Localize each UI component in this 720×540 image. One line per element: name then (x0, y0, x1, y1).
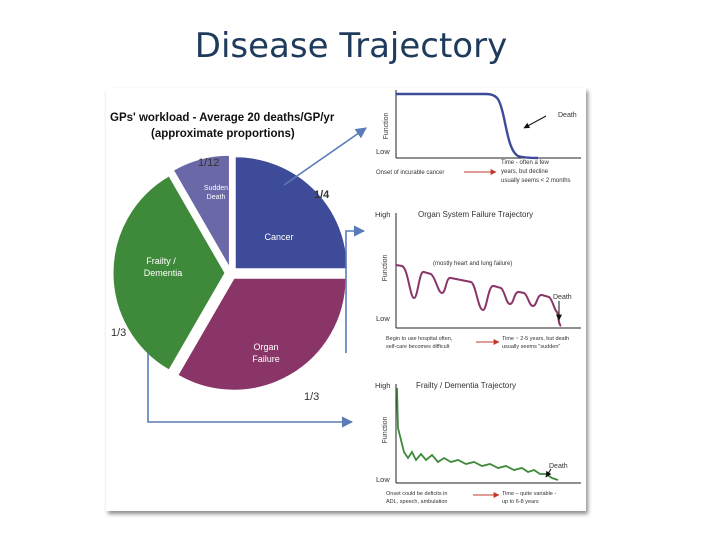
arrow-to-cancer-graph (283, 127, 367, 186)
disease-trajectory-figure: GPs' workload - Average 20 deaths/GP/yr … (110, 90, 581, 505)
organ-note: (mostly heart and lung failure) (433, 261, 512, 267)
organ-onset-line2: self-care becomes difficult (386, 344, 450, 350)
pie-slice-cancer (234, 156, 348, 270)
slice-label-frailty-1: Frailty / (146, 256, 176, 266)
slice-label-sudden-death-1: Sudden (204, 185, 228, 192)
frailty-death-arrow (545, 468, 552, 478)
cancer-low-label: Low (376, 147, 390, 156)
pie-slice-frailty-dementia (112, 175, 226, 371)
organ-time-line1: Time ~ 2-5 years, but death (502, 336, 569, 342)
cancer-time-line1: Time - often a few (501, 160, 549, 166)
slice-label-frailty-2: Dementia (144, 268, 183, 278)
frailty-trajectory-line (396, 387, 559, 481)
cancer-time-line3: usually seems < 2 months (501, 178, 571, 184)
cancer-death-arrow (523, 115, 547, 129)
cancer-y-axis-label: Function (383, 112, 390, 139)
pie-heading-line1: GPs' workload - Average 20 deaths/GP/yr (110, 112, 335, 124)
organ-high-label: High (375, 210, 390, 219)
cancer-time-line2: years, but decline (501, 169, 549, 175)
fraction-sudden-death: 1/12 (198, 157, 219, 169)
frailty-graph-title: Frailty / Dementia Trajectory (416, 381, 516, 390)
frailty-death-label: Death (549, 463, 568, 470)
cancer-onset-label: Onset of incurable cancer (376, 170, 444, 176)
pie-chart (112, 154, 348, 391)
slice-label-organ-1: Organ (253, 342, 278, 352)
organ-death-label: Death (553, 294, 572, 301)
organ-failure-trajectory-graph: High Organ System Failure Trajectory Fun… (375, 210, 581, 350)
cancer-trajectory-graph: Function Low Death Onset of incurable ca… (376, 90, 581, 184)
frailty-high-label: High (375, 381, 390, 390)
fraction-organ: 1/3 (304, 391, 319, 403)
fraction-cancer: 1/4 (314, 189, 330, 201)
organ-time-line2: usually seems "sudden" (502, 344, 560, 350)
pie-heading-line2: (approximate proportions) (151, 128, 295, 140)
pie-slice-organ-failure (177, 277, 347, 391)
frailty-onset-line2: ADL, speech, ambulation (386, 499, 447, 505)
organ-y-axis-label: Function (382, 254, 389, 281)
organ-graph-title: Organ System Failure Trajectory (418, 210, 533, 219)
pie-slice-sudden-death (172, 154, 230, 270)
slide-title: Disease Trajectory (194, 26, 508, 66)
arrow-to-frailty-graph (147, 353, 354, 428)
fraction-frailty: 1/3 (111, 327, 126, 339)
slice-label-cancer: Cancer (264, 232, 293, 242)
frailty-time-line1: Time – quite variable - (502, 491, 556, 497)
frailty-y-axis-label: Function (382, 416, 389, 443)
arrow-to-organ-graph (345, 225, 366, 353)
cancer-death-label: Death (558, 112, 577, 119)
frailty-onset-line1: Onset could be deficits in (386, 491, 447, 497)
cancer-trajectory-line (396, 92, 539, 160)
organ-onset-line1: Begin to use hospital often, (386, 336, 453, 342)
organ-low-label: Low (376, 314, 390, 323)
frailty-time-line2: up to 6-8 years (502, 499, 539, 505)
slice-label-sudden-death-2: Death (207, 194, 226, 201)
organ-trajectory-line (395, 264, 562, 327)
slice-label-organ-2: Failure (252, 354, 280, 364)
frailty-dementia-trajectory-graph: High Frailty / Dementia Trajectory Funct… (375, 381, 581, 505)
frailty-low-label: Low (376, 475, 390, 484)
